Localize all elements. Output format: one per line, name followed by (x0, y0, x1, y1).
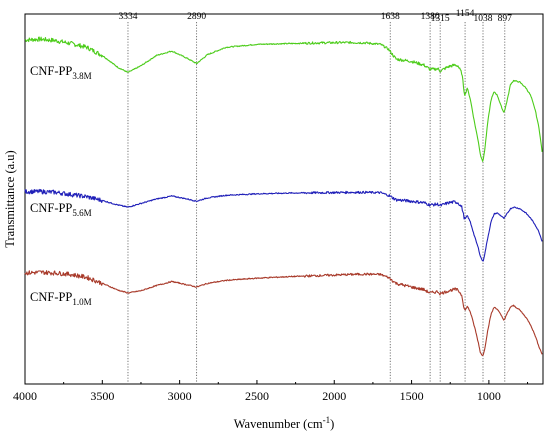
y-axis-title: Transmittance (a.u) (3, 150, 17, 247)
series-line-3.8M (24, 36, 543, 162)
x-tick-label-2500: 2500 (245, 389, 269, 403)
series-label-subscript: 1.0M (72, 297, 91, 307)
peak-marker-label-1038: 1038 (474, 14, 493, 24)
peak-marker-label-897: 897 (498, 14, 513, 24)
peak-marker-label-1638: 1638 (381, 12, 400, 22)
series-label-3.8M: CNF-PP3.8M (30, 64, 92, 81)
x-tick-label-4000: 4000 (13, 389, 37, 403)
peak-marker-label-2890: 2890 (187, 12, 206, 22)
plot-frame (24, 13, 544, 385)
x-tick-label-2000: 2000 (322, 389, 346, 403)
peak-marker-label-3334: 3334 (118, 12, 137, 22)
peak-marker-label-1154: 1154 (456, 9, 475, 19)
series-label-subscript: 3.8M (72, 71, 91, 81)
series-line-1.0M (24, 270, 543, 357)
series-label-1.0M: CNF-PP1.0M (30, 290, 92, 307)
x-tick-label-3000: 3000 (168, 389, 192, 403)
x-axis-title-main: Wavenumber (cm (234, 417, 323, 431)
x-axis-ticks: 4000 3500 3000 2500 2000 1500 1000 (13, 380, 529, 403)
peak-marker-label-1380: 1380 (421, 12, 440, 22)
series-line-5.6M (24, 188, 543, 262)
series-label-name: CNF-PP (30, 64, 72, 78)
x-axis-title-sup: -1 (323, 415, 331, 425)
x-axis-title-close: ) (330, 417, 334, 431)
series-label-name: CNF-PP (30, 201, 72, 215)
series-label-5.6M: CNF-PP5.6M (30, 201, 92, 218)
peak-marker-label-1315: 1315 (431, 14, 450, 24)
x-tick-label-3500: 3500 (90, 389, 114, 403)
series-lines (24, 36, 543, 357)
x-axis-title: Wavenumber (cm-1) (234, 415, 335, 431)
series-label-name: CNF-PP (30, 290, 72, 304)
x-tick-label-1500: 1500 (400, 389, 424, 403)
series-label-subscript: 5.6M (72, 208, 91, 218)
x-tick-label-1000: 1000 (477, 389, 501, 403)
